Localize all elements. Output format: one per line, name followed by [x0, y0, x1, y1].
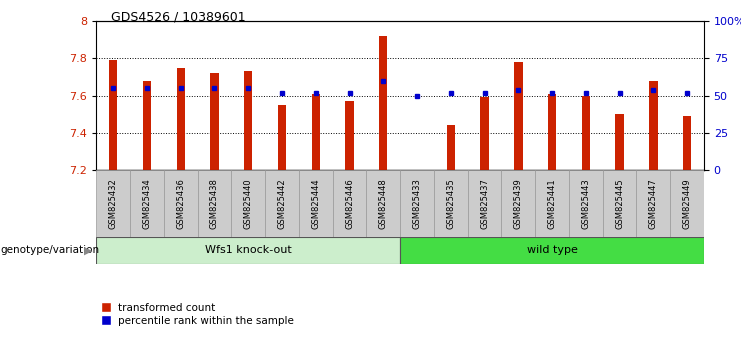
Bar — [480, 97, 489, 170]
Bar — [109, 60, 117, 170]
Bar — [311, 94, 320, 170]
Text: GSM825446: GSM825446 — [345, 178, 354, 229]
Bar — [468, 170, 502, 237]
Bar — [502, 170, 535, 237]
Text: GSM825432: GSM825432 — [109, 178, 118, 229]
Bar — [683, 116, 691, 170]
Text: GSM825439: GSM825439 — [514, 178, 523, 229]
Text: GSM825445: GSM825445 — [615, 178, 624, 229]
Bar — [637, 170, 670, 237]
Bar — [366, 170, 400, 237]
Text: GSM825433: GSM825433 — [413, 178, 422, 229]
Text: GSM825443: GSM825443 — [581, 178, 591, 229]
Bar — [670, 170, 704, 237]
Text: GSM825434: GSM825434 — [142, 178, 151, 229]
Bar — [400, 237, 704, 264]
Text: Wfs1 knock-out: Wfs1 knock-out — [205, 245, 292, 256]
Text: wild type: wild type — [527, 245, 577, 256]
Bar — [130, 170, 164, 237]
Bar — [210, 73, 219, 170]
Text: GSM825448: GSM825448 — [379, 178, 388, 229]
Bar — [535, 170, 569, 237]
Bar — [299, 170, 333, 237]
Text: GSM825436: GSM825436 — [176, 178, 185, 229]
Bar — [345, 101, 353, 170]
Bar — [400, 170, 434, 237]
Bar — [447, 125, 455, 170]
Bar — [602, 170, 637, 237]
Bar — [333, 170, 366, 237]
Bar — [176, 68, 185, 170]
Bar — [548, 94, 556, 170]
Bar — [265, 170, 299, 237]
Bar — [231, 170, 265, 237]
Bar — [164, 170, 198, 237]
Text: GDS4526 / 10389601: GDS4526 / 10389601 — [111, 11, 246, 24]
Bar — [278, 105, 286, 170]
Bar — [615, 114, 624, 170]
Bar — [244, 72, 253, 170]
Text: GSM825440: GSM825440 — [244, 178, 253, 229]
Text: ▶: ▶ — [84, 245, 93, 256]
Bar — [96, 237, 400, 264]
Text: GSM825438: GSM825438 — [210, 178, 219, 229]
Text: GSM825449: GSM825449 — [682, 178, 691, 229]
Bar — [569, 170, 602, 237]
Bar — [198, 170, 231, 237]
Bar — [434, 170, 468, 237]
Text: GSM825444: GSM825444 — [311, 178, 320, 229]
Bar — [649, 81, 657, 170]
Bar — [379, 36, 388, 170]
Legend: transformed count, percentile rank within the sample: transformed count, percentile rank withi… — [102, 303, 294, 326]
Text: genotype/variation: genotype/variation — [0, 245, 99, 256]
Bar — [96, 170, 130, 237]
Text: GSM825447: GSM825447 — [649, 178, 658, 229]
Text: GSM825442: GSM825442 — [277, 178, 287, 229]
Text: GSM825435: GSM825435 — [446, 178, 455, 229]
Text: GSM825441: GSM825441 — [548, 178, 556, 229]
Text: GSM825437: GSM825437 — [480, 178, 489, 229]
Bar — [582, 96, 590, 170]
Bar — [514, 62, 522, 170]
Bar — [143, 81, 151, 170]
